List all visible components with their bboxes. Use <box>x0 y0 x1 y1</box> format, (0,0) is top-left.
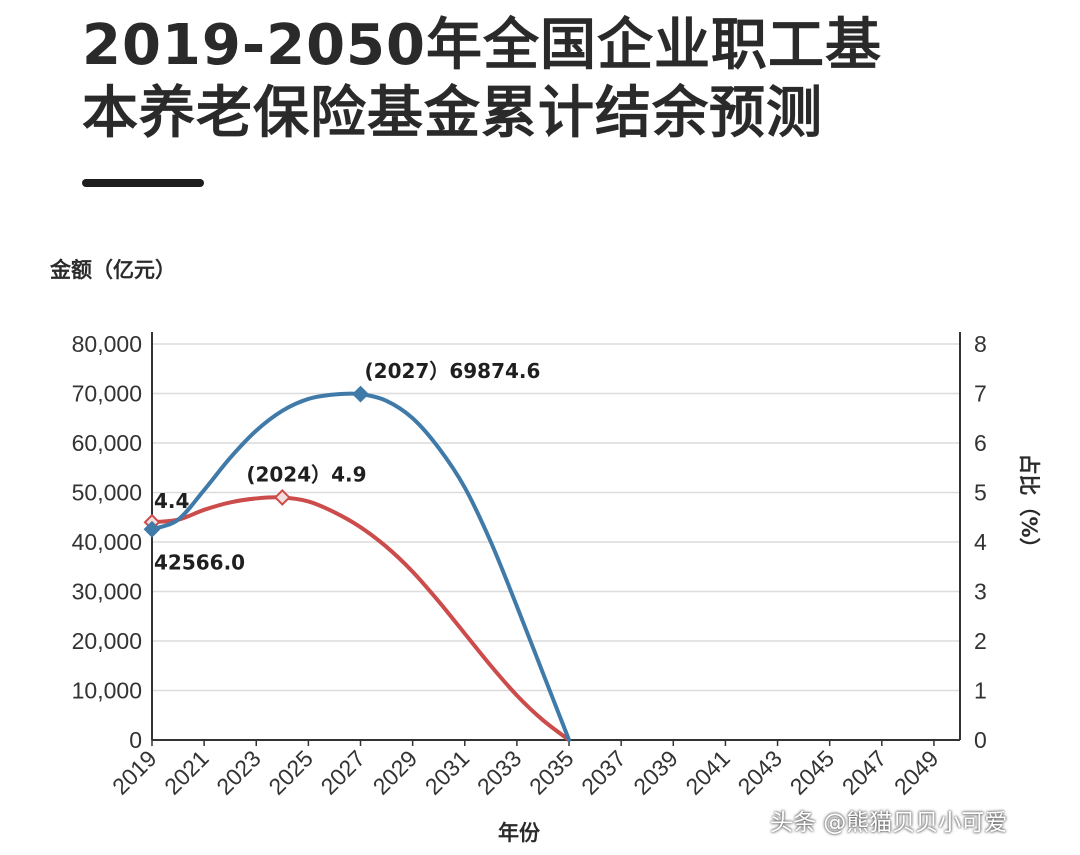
y-left-tick-label: 80,000 <box>72 331 142 357</box>
x-tick-label: 2021 <box>159 745 214 800</box>
y-left-tick-label: 70,000 <box>72 381 142 407</box>
chart-title-line-1: 2019-2050年全国企业职工基 <box>82 13 882 78</box>
y-right-tick-label: 7 <box>974 381 987 407</box>
y-left-tick-label: 0 <box>129 727 142 753</box>
watermark: 头条 @熊猫贝贝小可爱 <box>770 810 1008 836</box>
x-tick-label: 2049 <box>889 745 944 800</box>
data-label: (2024）4.9 <box>246 462 366 486</box>
y-left-tick-label: 30,000 <box>72 579 142 605</box>
y-right-tick-label: 6 <box>974 430 987 456</box>
amount-start-marker <box>143 520 161 538</box>
y-left-tick-label: 60,000 <box>72 430 142 456</box>
x-tick-label: 2041 <box>680 745 735 800</box>
x-tick-label: 2025 <box>263 745 318 800</box>
x-tick-label: 2037 <box>576 745 631 800</box>
x-tick-label: 2029 <box>368 745 423 800</box>
y-right-tick-label: 3 <box>974 579 987 605</box>
chart-title-line-2: 本养老保险基金累计结余预测 <box>82 81 823 146</box>
x-tick-label: 2043 <box>733 745 788 800</box>
x-tick-label: 2033 <box>472 745 527 800</box>
y-left-tick-label: 50,000 <box>72 480 142 506</box>
percent-peak-marker <box>273 489 291 506</box>
y-left-tick-label: 40,000 <box>72 529 142 555</box>
x-tick-label: 2023 <box>211 745 266 800</box>
y-right-tick-label: 0 <box>974 727 987 753</box>
x-axis-title: 年份 <box>498 821 541 845</box>
x-tick-label: 2047 <box>837 745 892 800</box>
y-right-tick-label: 5 <box>974 480 987 506</box>
y-left-tick-label: 20,000 <box>72 628 142 654</box>
x-tick-label: 2039 <box>628 745 683 800</box>
x-tick-label: 2045 <box>785 745 840 800</box>
y-axis-left-title: 金额（亿元） <box>50 258 176 282</box>
amount-peak-marker <box>352 385 369 403</box>
y-right-tick-label: 8 <box>974 331 987 357</box>
x-tick-label: 2031 <box>420 745 475 800</box>
data-label: 4.4 <box>154 489 189 513</box>
y-right-tick-label: 2 <box>974 628 987 654</box>
y-axis-right-title: 占比（%） <box>1017 453 1041 558</box>
y-right-tick-label: 1 <box>974 678 987 704</box>
x-tick-label: 2035 <box>524 745 579 800</box>
data-label: (2027）69874.6 <box>365 359 541 383</box>
y-right-tick-label: 4 <box>974 529 987 555</box>
series-percent-line <box>150 495 572 742</box>
x-tick-label: 2027 <box>315 745 370 800</box>
y-left-tick-label: 10,000 <box>72 678 142 704</box>
x-tick-label: 2019 <box>107 745 162 800</box>
data-label: 42566.0 <box>154 550 245 574</box>
chart-title: 2019-2050年全国企业职工基 本养老保险基金累计结余预测 <box>82 12 882 148</box>
title-underline <box>82 179 204 187</box>
